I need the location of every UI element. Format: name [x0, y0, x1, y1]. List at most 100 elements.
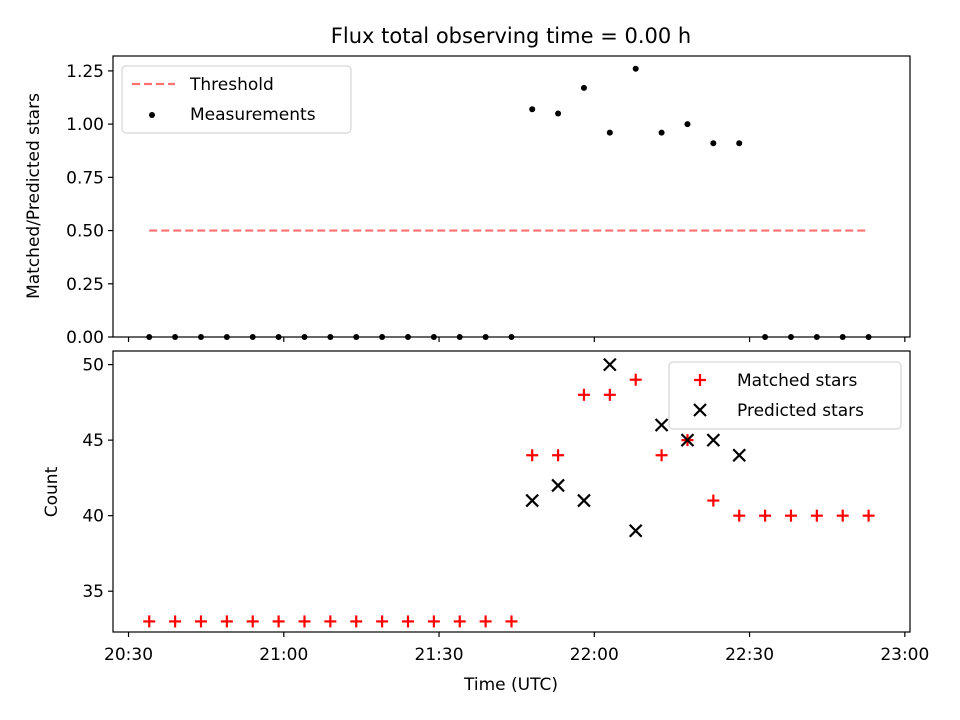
matched-stars-point [505, 615, 518, 628]
measurement-point [456, 334, 463, 340]
predicted-stars-point [525, 493, 539, 508]
matched-stars-point [169, 615, 182, 628]
matched-stars-point [350, 615, 363, 628]
legend-threshold-label: Threshold [189, 75, 274, 95]
legend-measurements-swatch [149, 112, 155, 118]
bottom-y-tick-label: 45 [82, 431, 104, 451]
predicted-stars-point [603, 357, 617, 372]
legend-predicted-label: Predicted stars [737, 401, 864, 421]
matched-stars-point [629, 373, 642, 386]
measurement-point [710, 140, 717, 147]
matched-stars-point [733, 509, 746, 522]
measurement-point [353, 334, 360, 340]
predicted-stars-point [551, 478, 565, 493]
matched-stars-point [479, 615, 492, 628]
measurement-point [839, 334, 846, 340]
x-axis-label: Time (UTC) [463, 675, 558, 695]
top-y-axis-label: Matched/Predicted stars [24, 93, 44, 299]
top-y-tick-label: 0.75 [66, 168, 104, 188]
matched-stars-point [526, 449, 539, 462]
bottom-plot-frame [112, 350, 911, 633]
matched-stars-point [810, 509, 823, 522]
bottom-legend: Matched stars Predicted stars [668, 361, 902, 430]
bottom-plot-panel: Count Time (UTC) 35 40 45 50 20:30 21:00 21:30… [42, 350, 929, 695]
predicted-stars-point [706, 433, 721, 447]
measurement-point [146, 334, 153, 340]
measurement-point [301, 334, 308, 340]
measurement-point [508, 334, 515, 340]
legend-matched-label: Matched stars [737, 371, 857, 391]
measurement-point [223, 334, 230, 340]
measurement-point [327, 334, 334, 340]
bottom-x-tick-label: 23:00 [880, 645, 929, 665]
matched-stars-point [220, 615, 233, 628]
matched-stars-point [246, 615, 259, 628]
predicted-stars-point [577, 493, 591, 508]
predicted-stars-point [732, 448, 746, 463]
measurement-point [275, 334, 282, 340]
bottom-x-tick-label: 22:30 [725, 645, 774, 665]
matched-stars-point [324, 615, 337, 628]
top-y-tick-label: 0.25 [66, 275, 104, 295]
top-y-tick-label: 1.25 [66, 62, 104, 82]
legend-predicted-swatch [693, 403, 707, 417]
measurement-point [249, 334, 256, 340]
predicted-stars-point [628, 524, 643, 538]
chart-title: Flux total observing time = 0.00 h [331, 24, 691, 48]
matched-stars-point [453, 615, 466, 628]
matched-stars-point [577, 388, 590, 401]
matched-stars-point [194, 615, 207, 628]
matched-stars-point [759, 509, 772, 522]
top-legend-box [121, 65, 352, 134]
matched-stars-point [655, 449, 668, 462]
matched-stars-point [836, 509, 849, 522]
matched-stars-point [427, 615, 440, 628]
predicted-stars-point [680, 433, 695, 447]
measurement-point [632, 65, 639, 72]
measurement-point [606, 129, 613, 136]
measurement-point [529, 106, 536, 113]
measurement-point [482, 334, 489, 340]
measurement-point [430, 334, 437, 340]
top-y-tick-label: 0.50 [66, 222, 104, 242]
bottom-y-tick-label: 40 [82, 507, 104, 527]
matched-stars-point [298, 615, 311, 628]
matched-stars-point [143, 615, 156, 628]
measurement-point [197, 334, 204, 340]
bottom-y-axis-label: Count [42, 466, 62, 517]
measurement-point [172, 334, 179, 340]
bottom-y-tick-label: 50 [82, 356, 104, 376]
measurement-point [658, 129, 665, 136]
measurement-point [762, 334, 769, 340]
measurement-point [580, 84, 587, 91]
measurement-point [865, 334, 872, 340]
legend-matched-swatch [694, 374, 706, 386]
predicted-stars-point [654, 418, 669, 432]
matched-stars-point [376, 615, 389, 628]
matched-stars-point [707, 494, 720, 507]
top-y-tick-label: 0.00 [66, 328, 104, 348]
measurement-point [379, 334, 386, 340]
matched-stars-point [272, 615, 285, 628]
bottom-x-tick-label: 20:30 [104, 645, 153, 665]
top-plot-panel: Matched/Predicted stars 0.00 0.25 0.50 0.75… [24, 55, 911, 348]
bottom-x-tick-label: 21:00 [259, 645, 308, 665]
matched-stars-point [862, 509, 875, 522]
measurement-point [787, 334, 794, 340]
bottom-x-tick-label: 21:30 [415, 645, 464, 665]
bottom-legend-box [668, 361, 902, 430]
matched-stars-point [552, 449, 565, 462]
legend-measurements-label: Measurements [190, 105, 316, 125]
measurement-point [404, 334, 411, 340]
measurement-point [555, 110, 562, 117]
matched-stars-point [603, 388, 616, 401]
top-legend: Threshold Measurements [121, 65, 352, 134]
measurement-point [684, 121, 691, 128]
matched-stars-point [784, 509, 797, 522]
bottom-x-tick-label: 22:00 [570, 645, 619, 665]
measurement-point [813, 334, 820, 340]
bottom-y-tick-label: 35 [82, 582, 104, 602]
measurement-point [736, 140, 743, 147]
matched-stars-point [401, 615, 414, 628]
